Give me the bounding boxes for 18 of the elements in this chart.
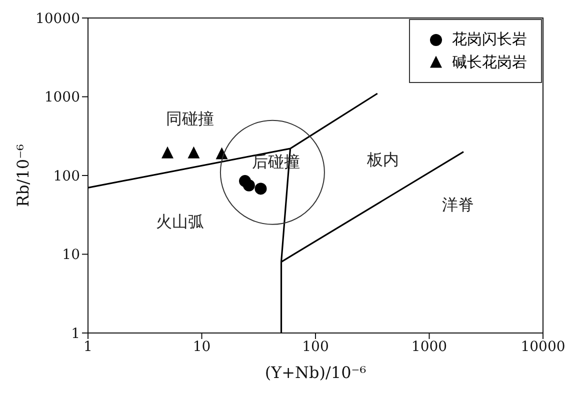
y-tick-label: 1000: [44, 90, 80, 106]
annotation: 洋脊: [442, 195, 474, 214]
y-tick-label: 10: [62, 247, 80, 264]
y-tick-label: 10000: [35, 10, 80, 27]
annotation: 板内: [366, 150, 399, 170]
y-tick-label: 100: [53, 168, 80, 184]
legend-label: 碱长花岗岩: [452, 53, 527, 72]
x-tick-label: 100: [302, 338, 329, 355]
x-tick-label: 10: [192, 338, 211, 355]
x-axis-title: (Y+Nb)/10⁻⁶: [264, 363, 366, 382]
legend-label: 花岗闪长岩: [452, 30, 527, 49]
annotation: 同碰撞: [166, 109, 214, 128]
annotation: 火山弧: [156, 212, 204, 232]
y-axis-title: Rb/10⁻⁶: [14, 144, 33, 207]
x-tick-label: 1: [84, 338, 92, 355]
x-tick-label: 10000: [520, 338, 566, 355]
y-tick-label: 1: [71, 326, 80, 342]
x-tick-label: 1000: [411, 338, 448, 355]
